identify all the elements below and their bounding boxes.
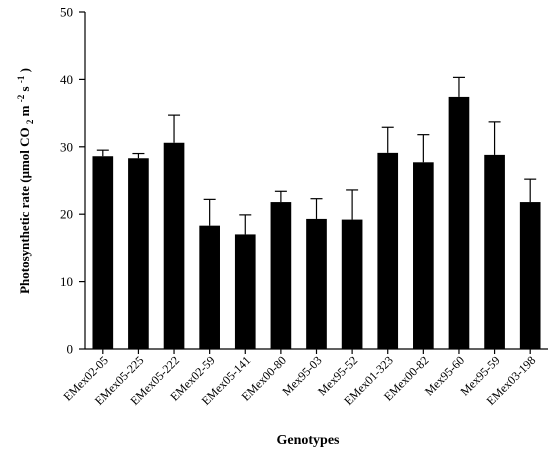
y-tick-label-10: 10 bbox=[60, 274, 73, 289]
y-tick-label-30: 30 bbox=[60, 139, 73, 154]
bar-EMex02-59 bbox=[199, 225, 220, 349]
y-axis-label-sup-minus1: -1 bbox=[16, 75, 26, 83]
y-axis-label-m: m bbox=[17, 105, 32, 116]
bar-EMex05-141 bbox=[234, 234, 256, 349]
y-axis-label-main: Photosynthetic rate (μmol CO bbox=[17, 127, 32, 294]
y-tick-label-40: 40 bbox=[60, 72, 73, 87]
bar-EMex02-05 bbox=[92, 156, 114, 349]
y-tick-label-20: 20 bbox=[60, 207, 73, 222]
bar-Mex95-60 bbox=[448, 96, 470, 349]
bar-EMex00-82 bbox=[413, 162, 434, 349]
bar-EMex00-80 bbox=[270, 202, 292, 349]
y-tick-label-0: 0 bbox=[67, 342, 74, 357]
y-axis-label: Photosynthetic rate (μmol CO 2 m -2 s -1… bbox=[12, 68, 36, 294]
y-axis-label-s: s bbox=[17, 86, 32, 91]
y-axis-ticks: 0 10 20 30 40 50 bbox=[60, 5, 85, 357]
bar-Mex95-59 bbox=[484, 154, 505, 349]
y-tick-label-50: 50 bbox=[60, 5, 73, 20]
y-axis-label-sup-minus2: -2 bbox=[16, 94, 26, 102]
bar-Mex95-52 bbox=[341, 219, 363, 349]
y-axis-label-sub2: 2 bbox=[25, 119, 35, 124]
bar-EMex01-323 bbox=[377, 152, 399, 349]
bar-EMex03-198 bbox=[519, 202, 541, 349]
x-axis-ticks: EMex02-05EMex05-225EMex05-222EMex02-59EM… bbox=[60, 349, 538, 408]
plot-area bbox=[84, 12, 548, 350]
bar-EMex05-225 bbox=[128, 158, 149, 349]
bar-Mex95-03 bbox=[306, 218, 327, 349]
y-axis-label-close: ) bbox=[17, 68, 32, 72]
x-axis-label: Genotypes bbox=[277, 433, 341, 448]
bar-EMex05-222 bbox=[163, 142, 185, 349]
